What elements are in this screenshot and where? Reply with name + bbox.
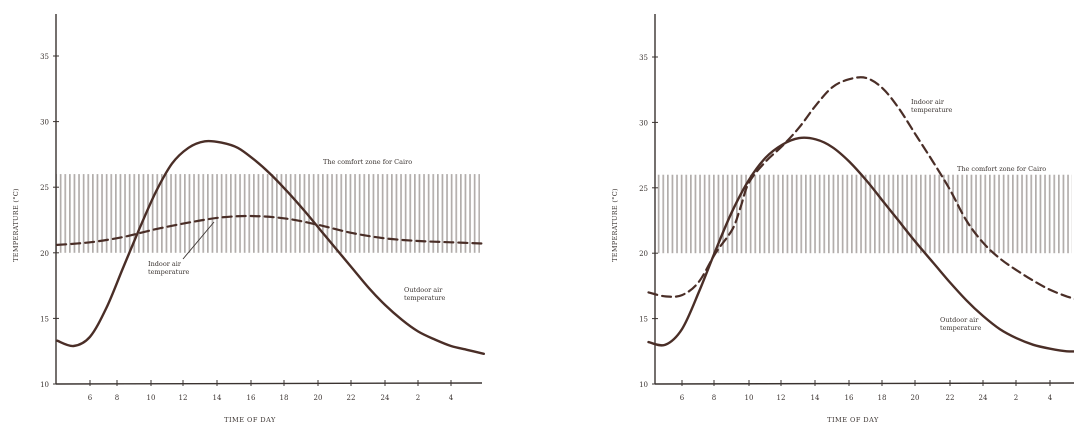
x-tick-label: 12 (777, 394, 786, 402)
indoor-annotation: Indoor air temperature (148, 260, 190, 276)
y-tick-label: 20 (639, 250, 648, 258)
x-tick-label: 8 (712, 394, 716, 402)
x-tick-label: 22 (347, 394, 356, 402)
x-axis-title: TIME OF DAY (827, 416, 879, 424)
outdoor-temperature-line (56, 139, 485, 355)
x-tick-label: 24 (979, 394, 988, 402)
y-tick-label: 25 (639, 185, 648, 193)
x-tick-label: 10 (147, 394, 156, 402)
x-tick-label: 2 (1014, 394, 1018, 402)
annotation-pointer (182, 221, 215, 260)
y-tick-label: 15 (40, 315, 49, 323)
x-tick-label: 2 (416, 394, 420, 402)
x-tick-label: 6 (88, 394, 93, 402)
x-tick-label: 6 (680, 394, 685, 402)
y-axis-title: TEMPERATURE (°C) (611, 188, 619, 262)
x-tick-label: 18 (280, 394, 289, 402)
outdoor-annotation: Outdoor air temperature (940, 316, 982, 332)
y-tick-label: 30 (639, 119, 648, 127)
x-tick-label: 16 (845, 394, 854, 402)
indoor-temperature-line (647, 76, 1074, 300)
indoor-temperature-line (56, 214, 485, 246)
y-tick-label: 35 (639, 54, 648, 62)
x-tick-label: 8 (115, 394, 119, 402)
x-tick-label: 22 (946, 394, 955, 402)
y-axis-title: TEMPERATURE (°C) (12, 188, 20, 262)
x-tick-label: 24 (381, 394, 390, 402)
y-tick-label: 15 (639, 316, 648, 324)
x-axis (55, 382, 483, 385)
x-axis (654, 382, 1074, 385)
y-tick-label: 30 (40, 119, 49, 127)
comfort-zone-band (655, 174, 1072, 254)
y-tick-label: 20 (40, 250, 49, 258)
x-tick-label: 14 (811, 394, 820, 402)
x-tick-label: 12 (179, 394, 188, 402)
x-axis-title: TIME OF DAY (224, 416, 276, 424)
comfort-zone-label: The comfort zone for Cairo (323, 158, 412, 166)
y-tick-label: 35 (40, 53, 49, 61)
x-tick-label: 18 (878, 394, 887, 402)
indoor-annotation: Indoor air temperature (911, 98, 953, 114)
x-tick-label: 4 (449, 394, 454, 402)
x-tick-label: 14 (213, 394, 222, 402)
y-tick-label: 10 (639, 381, 648, 389)
y-tick-label: 25 (40, 184, 49, 192)
x-tick-label: 4 (1048, 394, 1053, 402)
x-tick-label: 20 (314, 394, 323, 402)
x-tick-label: 16 (247, 394, 256, 402)
comfort-zone-label: The comfort zone for Cairo (957, 165, 1046, 173)
outdoor-annotation: Outdoor air temperature (404, 286, 446, 302)
outdoor-temperature-line (647, 136, 1074, 353)
x-tick-label: 10 (745, 394, 754, 402)
x-tick-label: 20 (911, 394, 920, 402)
y-tick-label: 10 (40, 381, 49, 389)
